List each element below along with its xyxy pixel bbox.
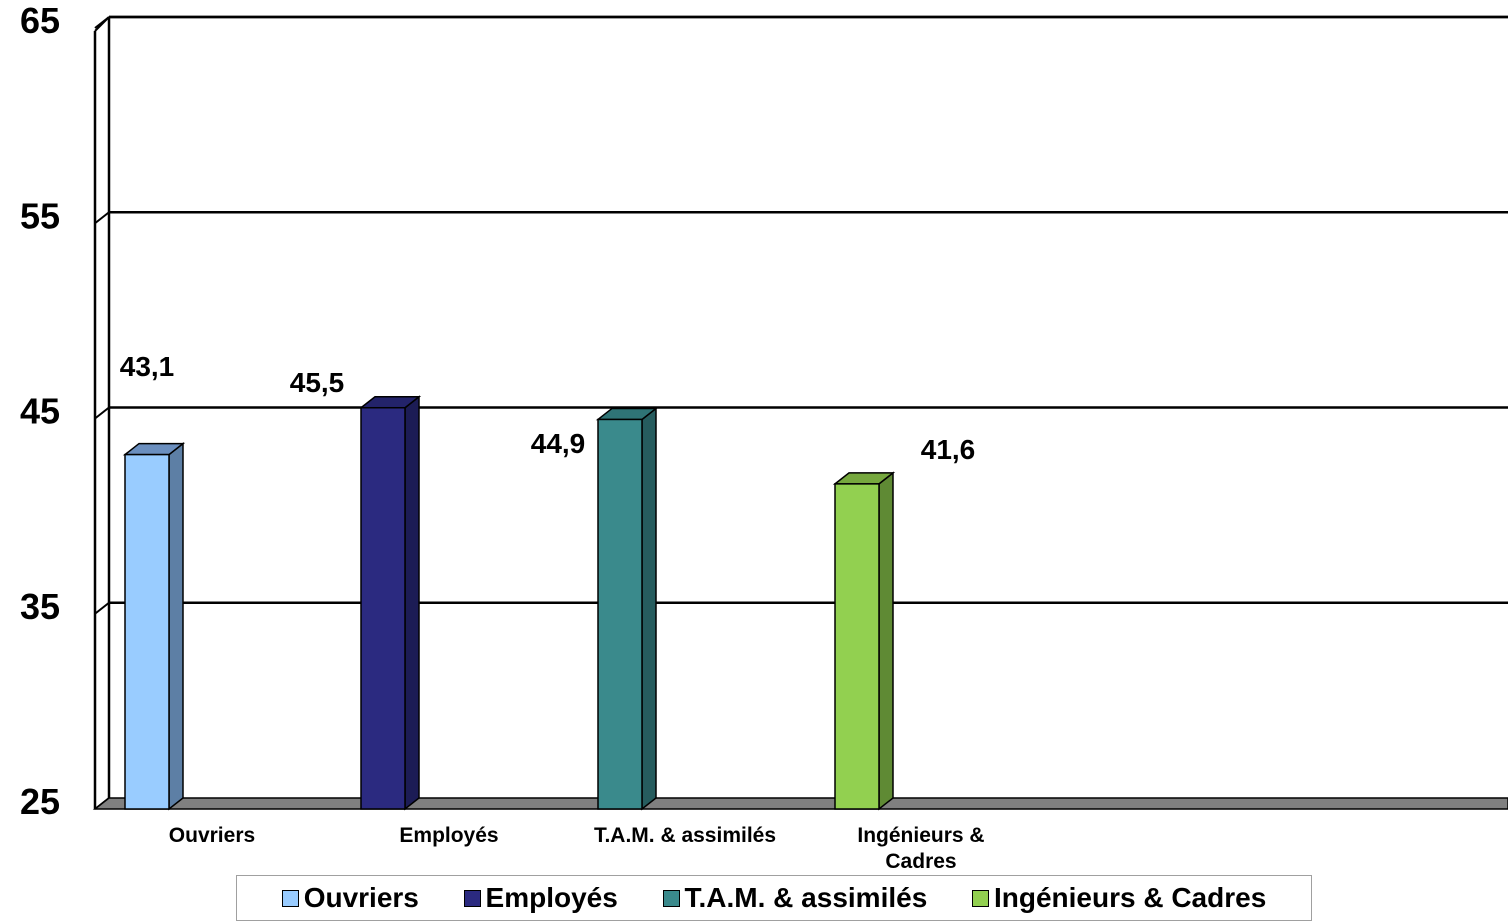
data-label: 41,6 xyxy=(921,434,976,465)
category-label: Employés xyxy=(399,824,498,847)
y-tick-mark xyxy=(94,211,110,225)
y-tick-label: 45 xyxy=(20,391,60,432)
y-tick-label: 25 xyxy=(20,781,60,822)
legend-label-employes: Employés xyxy=(485,882,618,913)
bar-1 xyxy=(122,442,186,811)
axes xyxy=(92,15,1508,810)
bar-side xyxy=(878,471,894,811)
legend-item-tam: T.A.M. & assimilés xyxy=(662,882,928,914)
category-label: Ingénieurs & xyxy=(857,824,984,847)
bar-front xyxy=(124,453,170,810)
y-tick-label: 35 xyxy=(20,586,60,627)
y-tick-label: 55 xyxy=(20,195,60,236)
y-tick-labels: 25 35 45 55 65 xyxy=(20,0,60,822)
data-labels: 43,1 45,5 44,9 41,6 xyxy=(120,351,976,465)
bar-3 xyxy=(595,406,659,811)
category-label: Cadres xyxy=(885,850,956,873)
y-tick-mark xyxy=(94,601,110,615)
floor xyxy=(92,797,1508,810)
data-label: 45,5 xyxy=(290,367,345,398)
legend-swatch-tam xyxy=(662,889,680,907)
data-label: 43,1 xyxy=(120,351,175,382)
bar-chart: 25 35 45 55 65 43,1 45,5 44,9 41,6 Ouvriers Empl… xyxy=(20,0,1508,873)
data-label: 44,9 xyxy=(531,428,586,459)
wall-top-edge xyxy=(94,16,110,32)
bar-front xyxy=(360,406,406,810)
bars xyxy=(122,395,896,811)
bar-side xyxy=(168,442,184,811)
legend-item-employes: Employés xyxy=(463,882,618,914)
legend-label-tam: T.A.M. & assimilés xyxy=(684,882,928,913)
legend-swatch-employes xyxy=(463,889,481,907)
legend-swatch-ingenieurs xyxy=(971,889,989,907)
bar-4 xyxy=(832,471,896,811)
bar-2 xyxy=(358,395,422,811)
category-label: T.A.M. & assimilés xyxy=(594,824,776,847)
y-tick-mark xyxy=(94,406,110,420)
gridlines xyxy=(109,15,1508,604)
legend-item-ouvriers: Ouvriers xyxy=(281,882,419,914)
bar-side xyxy=(641,406,657,811)
bar-side xyxy=(404,395,420,811)
legend-label-ingenieurs: Ingénieurs & Cadres xyxy=(993,882,1267,913)
legend-item-ingenieurs: Ingénieurs & Cadres xyxy=(971,882,1267,914)
bar-front xyxy=(834,483,880,810)
y-tick-label: 65 xyxy=(20,0,60,41)
legend: Ouvriers Employés T.A.M. & assimilés Ing… xyxy=(236,875,1312,921)
bar-front xyxy=(597,418,643,810)
legend-label-ouvriers: Ouvriers xyxy=(303,882,419,913)
category-label: Ouvriers xyxy=(169,824,255,847)
legend-swatch-ouvriers xyxy=(281,889,299,907)
category-labels: Ouvriers Employés T.A.M. & assimilés Ingéni… xyxy=(169,824,985,873)
